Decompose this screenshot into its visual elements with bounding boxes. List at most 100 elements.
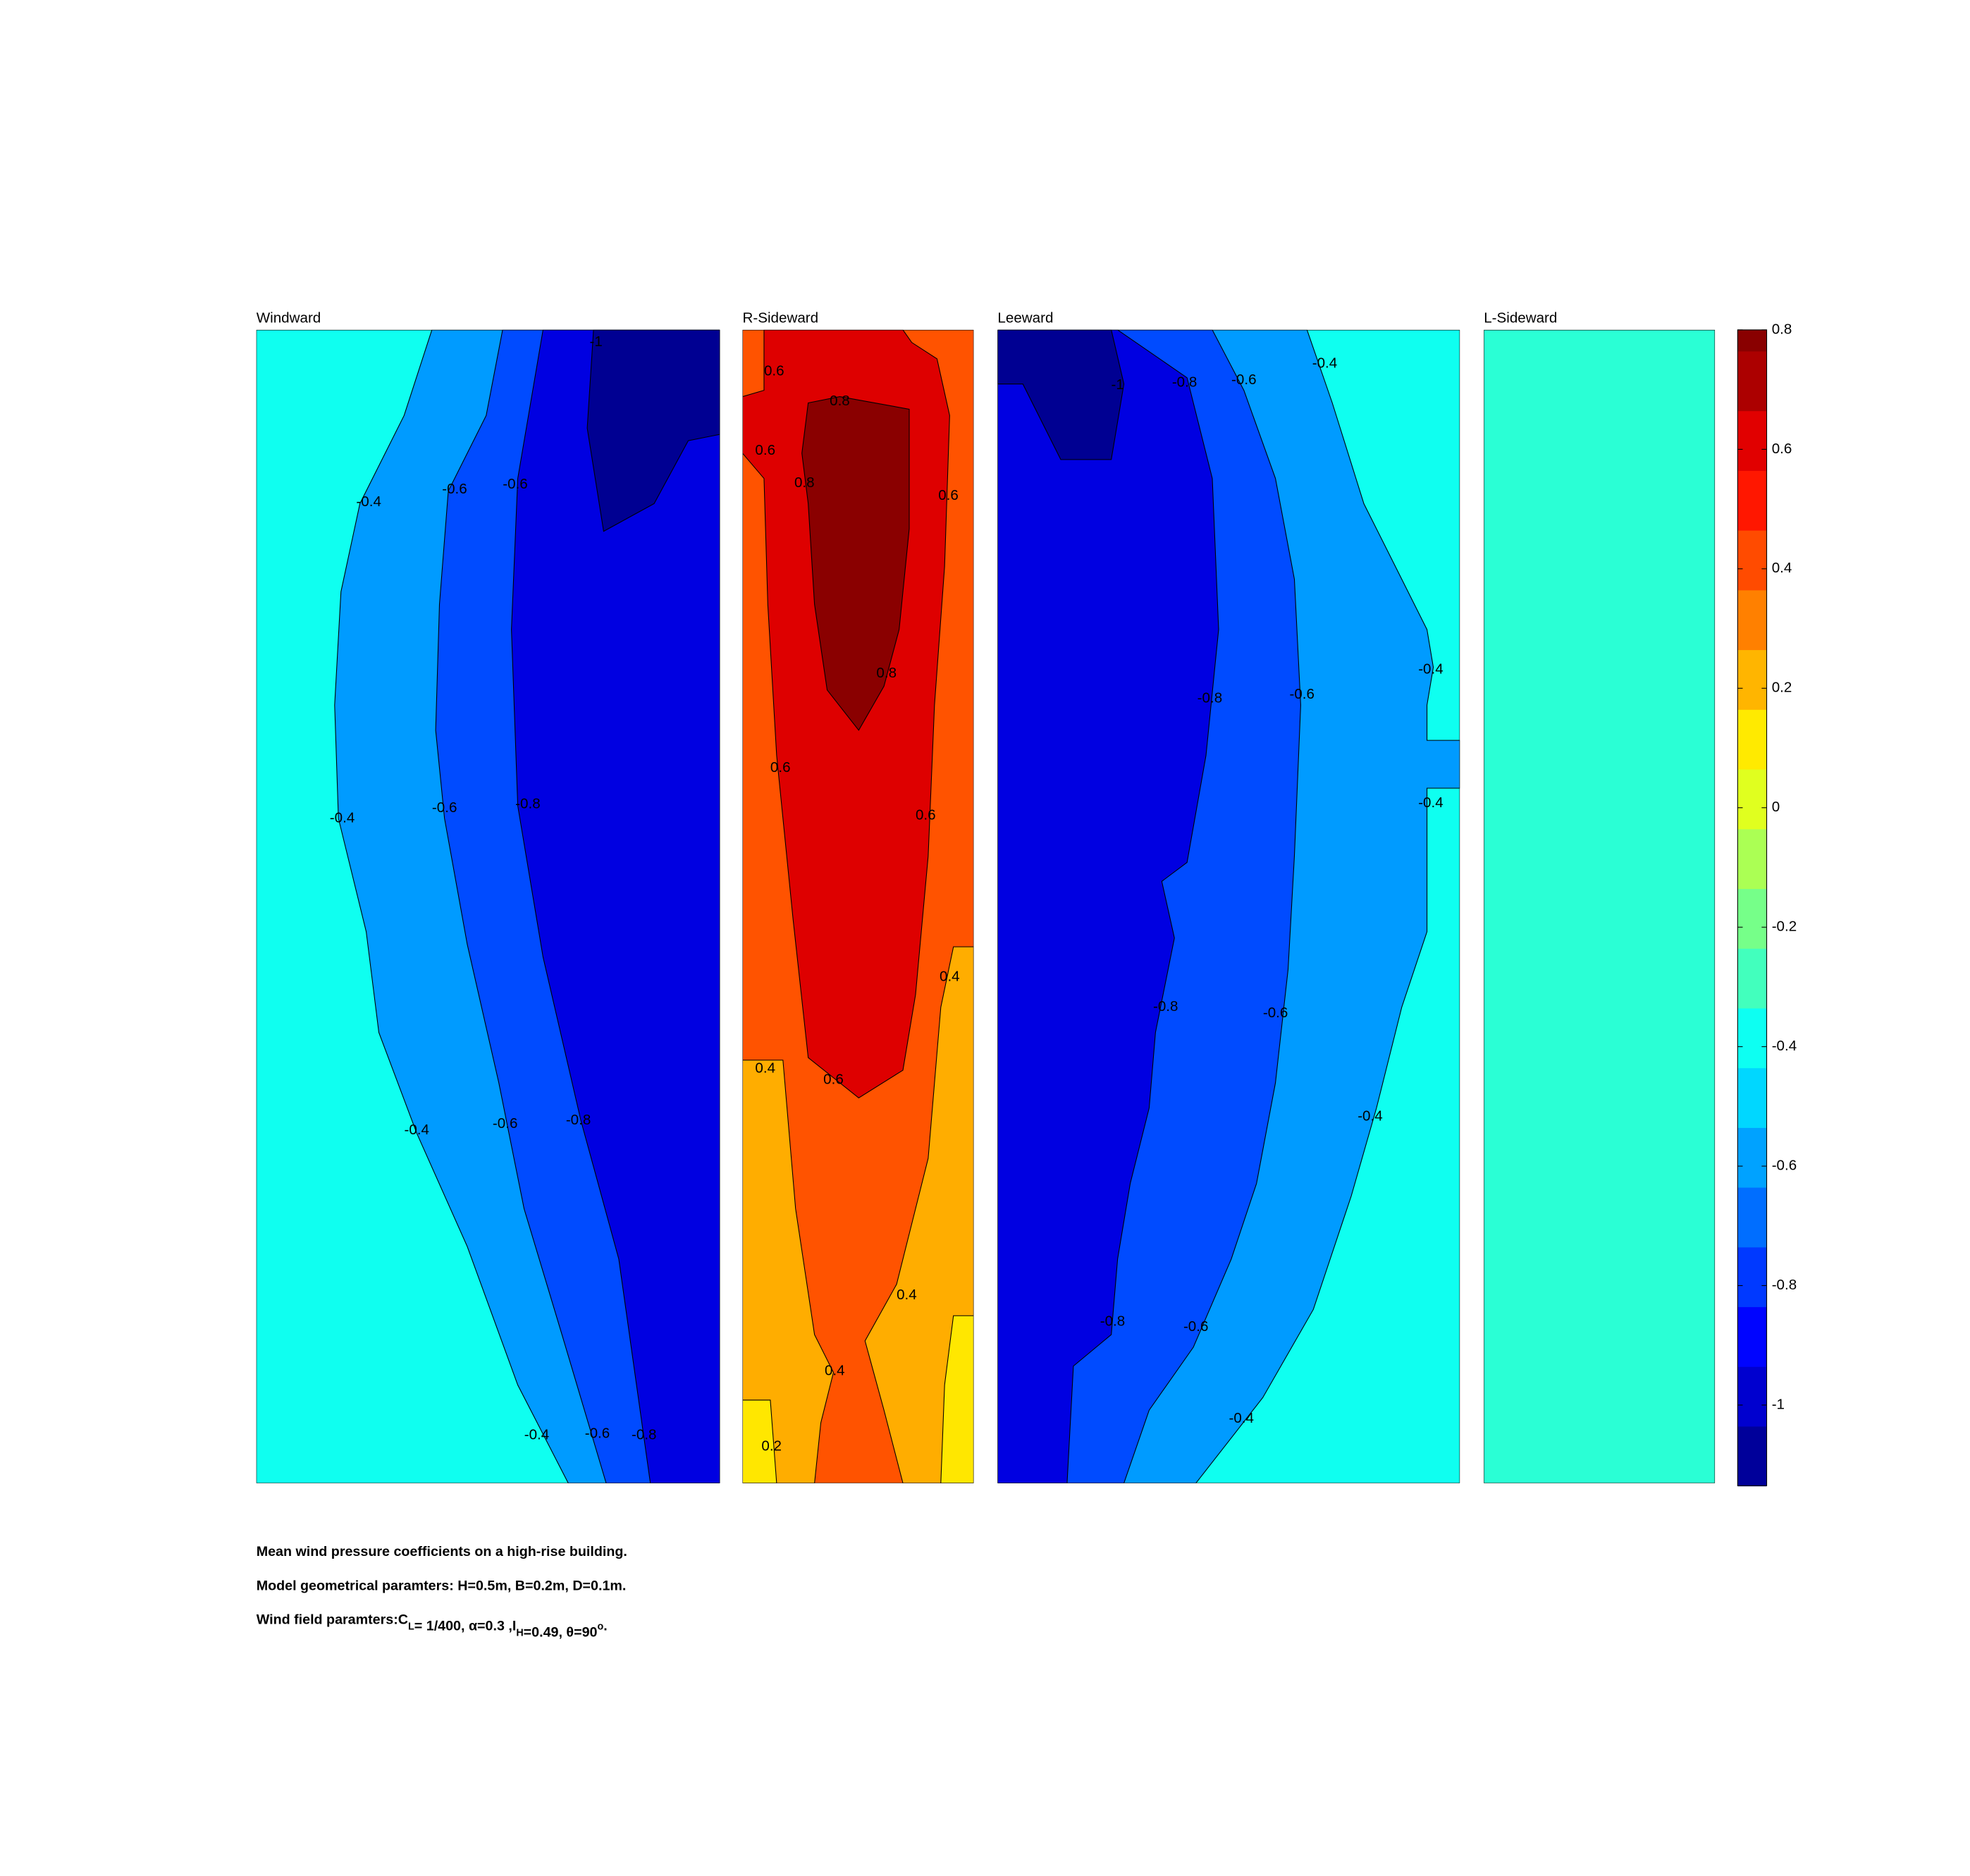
caption: Model geometrical paramters: H=0.5m, B=0…	[257, 1578, 627, 1593]
colorbar-band	[1737, 649, 1767, 710]
colorbar-band	[1737, 948, 1767, 1009]
colorbar-tick-label: 0.4	[1772, 560, 1792, 576]
colorbar-tick-label: -1	[1772, 1396, 1785, 1412]
contour-label: 0.4	[897, 1287, 917, 1303]
contour-label: -0.4	[356, 493, 381, 510]
panel-title: Leeward	[997, 309, 1053, 326]
contour-region	[997, 329, 1125, 460]
caption-part: .	[603, 1619, 607, 1634]
contour-label: 0.8	[794, 474, 815, 491]
colorbar-band	[1737, 1306, 1767, 1367]
panel: R-Sideward 0.6 0.8 0.6 0.8 0.6 0.8 0.6 0.6 0.4 0.4…	[742, 309, 974, 1483]
colorbar-band	[1737, 709, 1767, 770]
colorbar-band	[1737, 470, 1767, 531]
contour-label: 0.6	[770, 759, 791, 775]
contour-label: -0.8	[1172, 374, 1197, 390]
contour-region	[864, 946, 974, 1483]
contour-region	[586, 329, 720, 532]
panel: L-Sideward	[1484, 309, 1716, 1483]
contour-label: -0.6	[1231, 372, 1256, 388]
colorbar-tick-label: -0.2	[1772, 919, 1797, 935]
colorbar-tick-label: -0.6	[1772, 1158, 1797, 1174]
caption-part: o	[598, 1621, 604, 1632]
colorbar-band	[1737, 1187, 1767, 1248]
contour-label: 0.4	[825, 1362, 845, 1378]
panel-title: Windward	[257, 309, 321, 326]
contour-region	[511, 329, 720, 1483]
contour-label: 0.6	[764, 362, 784, 379]
contour-label: 0.6	[938, 487, 959, 503]
contour-label: -0.4	[405, 1122, 429, 1138]
contour-label: -0.6	[1289, 686, 1314, 702]
contour-label: -0.8	[1100, 1313, 1125, 1330]
colorbar-band	[1737, 828, 1767, 889]
contour-label: -0.4	[524, 1426, 549, 1442]
colorbar-band	[1737, 768, 1767, 830]
colorbar-frame	[1737, 329, 1768, 1486]
colorbar-tick-label: -0.8	[1772, 1277, 1797, 1293]
colorbar-tick-label: 0.8	[1772, 321, 1792, 337]
caption-part: L	[408, 1621, 414, 1632]
contour-label: 0.8	[876, 665, 897, 681]
caption: Wind field paramters:CL= 1/400, α=0.3 ,I…	[257, 1612, 608, 1641]
contour-label: -0.6	[503, 476, 527, 492]
colorbar-band	[1737, 410, 1767, 471]
contour-label: -0.8	[1198, 690, 1222, 706]
caption-part: =0.49, θ=90	[524, 1625, 598, 1641]
colorbar-band	[1737, 888, 1767, 949]
caption-part: Wind field paramters:C	[257, 1612, 408, 1628]
contour-label: -0.6	[432, 799, 457, 816]
contour-label: -0.6	[1183, 1318, 1208, 1335]
colorbar-band	[1737, 1366, 1767, 1427]
contour-label: -0.6	[1263, 1005, 1288, 1021]
contour-label: -0.4	[330, 809, 355, 826]
contour-region	[801, 396, 910, 731]
colorbar-band	[1737, 1246, 1767, 1308]
contour-label: -0.6	[442, 481, 467, 497]
contour-region	[742, 1399, 777, 1483]
contour-region	[940, 1315, 974, 1483]
contour-label: -0.4	[1229, 1410, 1253, 1426]
colorbar-band	[1737, 1127, 1767, 1188]
contour-label: 0.8	[830, 393, 850, 409]
contour-label: 0.6	[755, 442, 775, 458]
contour-label: -0.4	[1418, 795, 1443, 811]
contour-label: -0.6	[585, 1426, 610, 1442]
panel: Windward -1 -0.4 -0.6 -0.6 -0.4 -0.6 -0.8 -0.4 -0…	[256, 309, 720, 1483]
contour-label: 0.6	[823, 1072, 844, 1088]
contour-region	[742, 1060, 835, 1483]
contour-label: -0.6	[493, 1115, 517, 1132]
contour-region	[997, 329, 1219, 1483]
colorbar-band	[1737, 1426, 1767, 1487]
colorbar-tick-label: -0.4	[1772, 1038, 1797, 1054]
colorbar-band	[1737, 529, 1767, 591]
contour-label: -1	[1111, 376, 1123, 393]
contour-label: -0.8	[515, 796, 540, 812]
panel-title: L-Sideward	[1484, 309, 1557, 326]
caption: Mean wind pressure coefficients on a hig…	[257, 1544, 627, 1559]
contour-label: 0.4	[755, 1060, 775, 1077]
contour-label: -0.8	[632, 1426, 656, 1442]
panel: Leeward -1 -0.8 -0.6 -0.4 -0.4 -0.8 -0.6 -0.4 -0.…	[997, 309, 1460, 1483]
contour-label: -0.4	[1312, 355, 1337, 372]
contour-label: -0.8	[1153, 998, 1178, 1014]
contour-label: -0.4	[1358, 1108, 1382, 1124]
contour-label: -0.8	[566, 1112, 591, 1128]
colorbar-band	[1737, 1067, 1767, 1128]
colorbar-tick-label: 0.2	[1772, 680, 1792, 696]
contour-label: -0.4	[1418, 661, 1443, 678]
contour-region	[1484, 329, 1716, 1483]
panel-title: R-Sideward	[743, 309, 819, 326]
colorbar-tick-label: 0	[1772, 799, 1780, 815]
caption-part: H	[516, 1627, 523, 1638]
colorbar-tick-label: 0.6	[1772, 441, 1792, 457]
colorbar-band	[1737, 329, 1767, 352]
contour-label: 0.6	[916, 807, 936, 823]
contour-label: 0.2	[761, 1437, 782, 1454]
contour-label: -1	[590, 333, 603, 350]
colorbar-band	[1737, 350, 1767, 412]
colorbar-band	[1737, 1007, 1767, 1069]
contour-label: 0.4	[940, 968, 960, 984]
